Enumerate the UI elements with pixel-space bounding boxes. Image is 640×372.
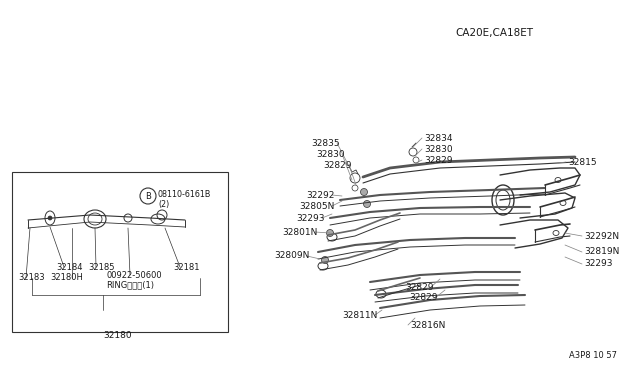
Text: 32293: 32293	[296, 214, 325, 222]
Circle shape	[48, 216, 52, 220]
Text: 32811N: 32811N	[342, 311, 378, 320]
Text: B: B	[145, 192, 151, 201]
Text: 08110-6161B: 08110-6161B	[158, 189, 211, 199]
Text: RINGリング(1): RINGリング(1)	[106, 280, 154, 289]
Ellipse shape	[553, 231, 559, 235]
Text: 32829: 32829	[410, 294, 438, 302]
Circle shape	[360, 189, 367, 196]
Text: 32183: 32183	[18, 273, 45, 282]
Circle shape	[364, 201, 371, 208]
Text: CA20E,CA18ET: CA20E,CA18ET	[455, 28, 533, 38]
Text: 32829: 32829	[424, 155, 452, 164]
Text: 32835: 32835	[312, 138, 340, 148]
Ellipse shape	[555, 177, 561, 183]
Text: 32830: 32830	[316, 150, 345, 158]
Text: 32180: 32180	[103, 331, 132, 340]
Text: 32829: 32829	[406, 282, 434, 292]
Ellipse shape	[560, 201, 566, 205]
Text: 32292N: 32292N	[584, 231, 619, 241]
Text: 32292: 32292	[307, 190, 335, 199]
Text: A3P8 10 57: A3P8 10 57	[569, 351, 617, 360]
Text: 32819N: 32819N	[584, 247, 620, 257]
Text: (2): (2)	[158, 199, 169, 208]
Text: 32185: 32185	[88, 263, 115, 272]
Text: 32816N: 32816N	[410, 321, 445, 330]
Circle shape	[321, 257, 328, 263]
Text: 00922-50600: 00922-50600	[106, 270, 162, 279]
Text: 32805N: 32805N	[300, 202, 335, 211]
Text: 32830: 32830	[424, 144, 452, 154]
Circle shape	[326, 230, 333, 237]
Text: 32801N: 32801N	[283, 228, 318, 237]
Text: 32181: 32181	[173, 263, 200, 272]
Text: 32829: 32829	[323, 160, 352, 170]
Text: 32180H: 32180H	[50, 273, 83, 282]
Bar	[12, 172, 228, 332]
Text: 32293: 32293	[584, 260, 612, 269]
Text: 32184: 32184	[56, 263, 83, 272]
Text: 32834: 32834	[424, 134, 452, 142]
Text: 32809N: 32809N	[275, 251, 310, 260]
Text: 32815: 32815	[568, 157, 596, 167]
